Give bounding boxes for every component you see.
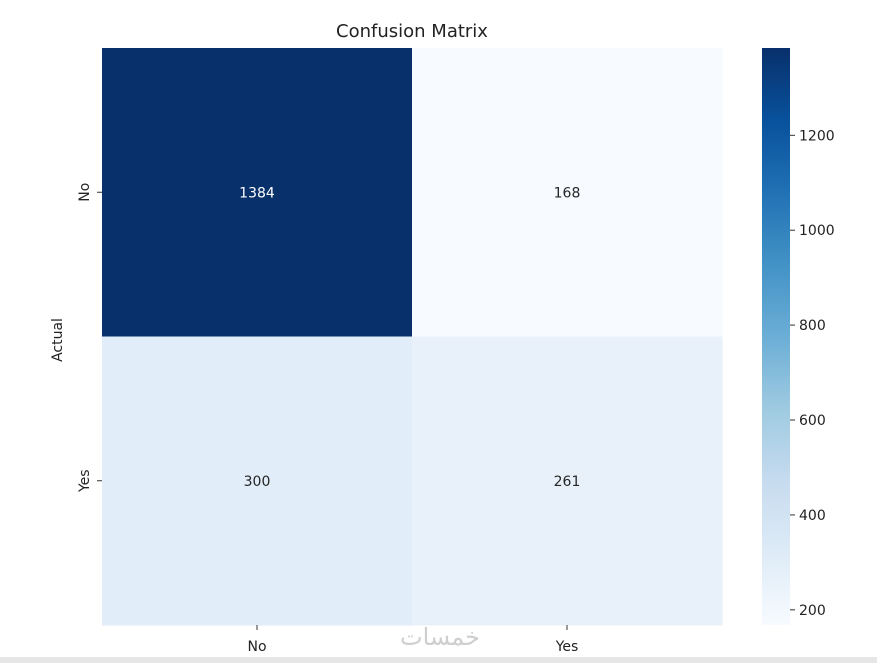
cell-value-label: 168 [554, 185, 581, 201]
colorbar-tick-label: 200 [799, 603, 826, 619]
x-tick-label: Yes [555, 639, 579, 655]
chart-title: Confusion Matrix [336, 21, 488, 42]
colorbar [762, 48, 790, 625]
heatmap-cell [412, 48, 723, 337]
heatmap-cell [102, 336, 413, 626]
heatmap-cell-labels: 1384 168 300 261 [239, 185, 580, 490]
colorbar-tick-label: 1200 [799, 128, 835, 144]
window-bottom-strip [0, 657, 877, 663]
x-axis-ticks: No Yes [247, 625, 578, 655]
heatmap-cell [412, 336, 723, 626]
y-axis-label: Actual [50, 318, 66, 362]
cell-value-label: 1384 [239, 185, 275, 201]
y-axis-ticks: No Yes [77, 183, 102, 493]
colorbar-ticks: 200 400 600 800 1000 1200 [790, 128, 835, 619]
colorbar-tick-label: 800 [799, 318, 826, 334]
colorbar-tick-label: 1000 [799, 223, 835, 239]
cell-value-label: 300 [244, 474, 271, 490]
colorbar-tick-label: 600 [799, 413, 826, 429]
cell-value-label: 261 [554, 474, 581, 490]
heatmap-cells [102, 48, 723, 626]
watermark-logo: خمسات [400, 623, 480, 651]
y-tick-label: Yes [77, 469, 93, 493]
heatmap-cell [102, 48, 413, 337]
y-tick-label: No [77, 183, 93, 202]
colorbar-tick-label: 400 [799, 508, 826, 524]
x-tick-label: No [247, 639, 266, 655]
